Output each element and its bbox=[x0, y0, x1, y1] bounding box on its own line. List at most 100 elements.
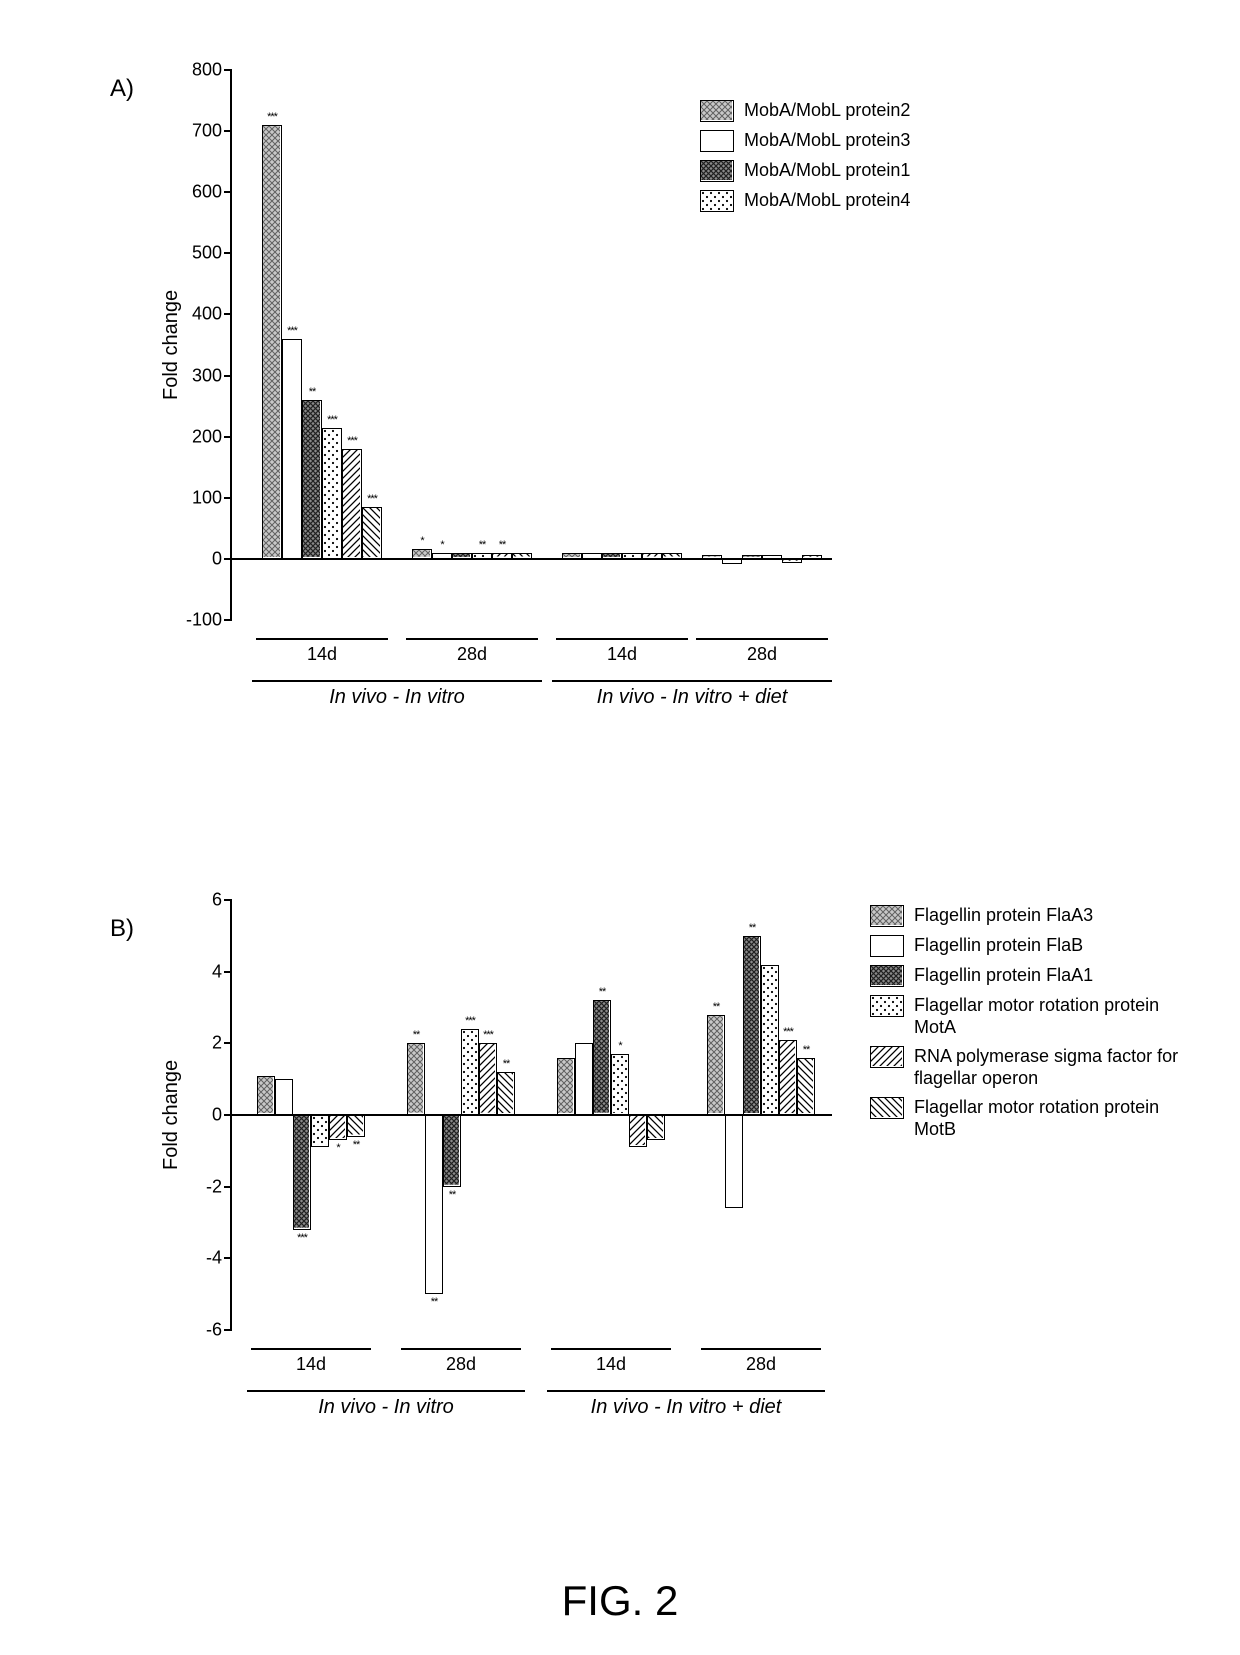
bar bbox=[797, 1058, 815, 1115]
legend-text: RNA polymerase sigma factor for flagella… bbox=[914, 1046, 1194, 1089]
figure-page: A) B) FIG. 2 -10001002003004005006007008… bbox=[0, 0, 1240, 1655]
bar bbox=[322, 428, 342, 559]
significance-marker: ** bbox=[449, 1189, 456, 1201]
bar bbox=[725, 1115, 743, 1208]
bar bbox=[743, 936, 761, 1115]
bar bbox=[557, 1058, 575, 1115]
legend-swatch bbox=[870, 1097, 904, 1119]
bar bbox=[742, 555, 762, 559]
group-label: 14d bbox=[607, 644, 637, 665]
bar bbox=[582, 553, 602, 559]
y-tick-label: 500 bbox=[192, 243, 232, 264]
legend-item: Flagellin protein FlaA1 bbox=[870, 965, 1194, 987]
bar bbox=[452, 553, 472, 559]
legend-item: Flagellar motor rotation protein MotB bbox=[870, 1097, 1194, 1140]
bar bbox=[622, 553, 642, 559]
y-axis-label: Fold change bbox=[160, 290, 183, 400]
y-axis-label: Fold change bbox=[160, 1060, 183, 1170]
bar bbox=[702, 555, 722, 559]
legend-swatch bbox=[700, 130, 734, 152]
significance-marker: ** bbox=[431, 1296, 438, 1308]
bar bbox=[407, 1043, 425, 1115]
bar bbox=[262, 125, 282, 559]
legend-swatch bbox=[870, 965, 904, 987]
bar bbox=[707, 1015, 725, 1115]
bar bbox=[562, 553, 582, 559]
group-label: 28d bbox=[746, 1354, 776, 1375]
significance-marker: *** bbox=[367, 493, 377, 505]
significance-marker: *** bbox=[287, 325, 297, 337]
super-group-label: In vivo - In vitro + diet bbox=[591, 1396, 782, 1419]
figure-caption: FIG. 2 bbox=[0, 1577, 1240, 1625]
significance-marker: *** bbox=[783, 1026, 793, 1038]
significance-marker: ** bbox=[599, 986, 606, 998]
group-label: 14d bbox=[307, 644, 337, 665]
legend-swatch bbox=[870, 905, 904, 927]
legend-text: Flagellin protein FlaB bbox=[914, 935, 1083, 957]
significance-marker: *** bbox=[347, 435, 357, 447]
significance-marker: ** bbox=[803, 1044, 810, 1056]
bar bbox=[479, 1043, 497, 1115]
significance-marker: ** bbox=[309, 386, 316, 398]
bar bbox=[779, 1040, 797, 1115]
super-group-label: In vivo - In vitro bbox=[318, 1396, 454, 1419]
significance-marker: *** bbox=[483, 1029, 493, 1041]
bar bbox=[347, 1115, 365, 1137]
y-tick-label: 400 bbox=[192, 304, 232, 325]
significance-marker: *** bbox=[465, 1015, 475, 1027]
y-tick-label: 700 bbox=[192, 121, 232, 142]
bar bbox=[257, 1076, 275, 1115]
y-tick-label: 600 bbox=[192, 182, 232, 203]
group-label: 28d bbox=[747, 644, 777, 665]
bar bbox=[443, 1115, 461, 1187]
bar bbox=[412, 549, 432, 559]
panel-a-label: A) bbox=[110, 75, 134, 103]
significance-marker: ** bbox=[749, 922, 756, 934]
panel-b-legend: Flagellin protein FlaA3 Flagellin protein… bbox=[870, 905, 1194, 1149]
y-tick-label: 200 bbox=[192, 426, 232, 447]
legend-swatch bbox=[700, 190, 734, 212]
legend-item: MobA/MobL protein4 bbox=[700, 190, 910, 212]
bar bbox=[497, 1072, 515, 1115]
bar bbox=[611, 1054, 629, 1115]
group-label: 28d bbox=[446, 1354, 476, 1375]
y-tick-label: -100 bbox=[186, 610, 232, 631]
y-tick-label: -2 bbox=[206, 1176, 232, 1197]
significance-marker: ** bbox=[713, 1001, 720, 1013]
significance-marker: ** bbox=[503, 1058, 510, 1070]
bar bbox=[602, 553, 622, 559]
bar bbox=[782, 559, 802, 563]
legend-swatch bbox=[870, 935, 904, 957]
y-tick-label: 2 bbox=[212, 1033, 232, 1054]
bar bbox=[342, 449, 362, 559]
bar bbox=[492, 553, 512, 559]
legend-item: MobA/MobL protein1 bbox=[700, 160, 910, 182]
panel-a-legend: MobA/MobL protein2 MobA/MobL protein3 MobA… bbox=[700, 100, 910, 220]
bar bbox=[762, 555, 782, 559]
bar bbox=[642, 553, 662, 559]
bar bbox=[432, 553, 452, 559]
legend-item: RNA polymerase sigma factor for flagella… bbox=[870, 1046, 1194, 1089]
significance-marker: ** bbox=[499, 539, 506, 551]
bar bbox=[282, 339, 302, 559]
legend-swatch bbox=[870, 1046, 904, 1068]
legend-text: Flagellin protein FlaA3 bbox=[914, 905, 1093, 927]
y-tick-label: 300 bbox=[192, 365, 232, 386]
legend-item: MobA/MobL protein3 bbox=[700, 130, 910, 152]
legend-text: Flagellar motor rotation protein MotA bbox=[914, 995, 1194, 1038]
legend-item: MobA/MobL protein2 bbox=[700, 100, 910, 122]
significance-marker: ** bbox=[353, 1139, 360, 1151]
significance-marker: ** bbox=[413, 1029, 420, 1041]
panel-b-plot: -6-4-20246******************************… bbox=[230, 900, 832, 1330]
group-label: 14d bbox=[296, 1354, 326, 1375]
bar bbox=[647, 1115, 665, 1140]
bar bbox=[293, 1115, 311, 1230]
bar bbox=[662, 553, 682, 559]
legend-item: Flagellin protein FlaB bbox=[870, 935, 1194, 957]
y-tick-label: 0 bbox=[212, 548, 232, 569]
group-label: 28d bbox=[457, 644, 487, 665]
y-tick-label: 100 bbox=[192, 487, 232, 508]
significance-marker: * bbox=[440, 539, 443, 551]
bar bbox=[302, 400, 322, 559]
y-tick-label: 4 bbox=[212, 961, 232, 982]
